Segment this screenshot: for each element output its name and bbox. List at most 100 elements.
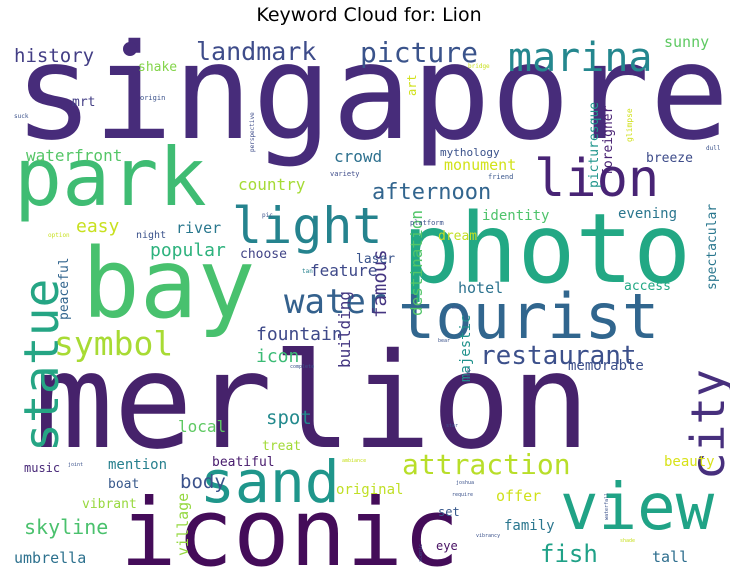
word-breeze: breeze: [646, 151, 693, 166]
word-iconic: iconic: [120, 479, 460, 579]
word-building: building: [335, 291, 354, 368]
word-umbrella: umbrella: [14, 549, 86, 567]
word-spot: spot: [266, 407, 312, 429]
word-joint: joint: [68, 462, 83, 468]
word-family: family: [504, 518, 555, 534]
word-ambiance: ambiance: [342, 458, 366, 464]
word-tan: tan: [302, 268, 313, 275]
word-light: light: [232, 197, 383, 255]
word-origin: origin: [140, 94, 165, 102]
word-peaceful: peaceful: [57, 257, 72, 320]
chart-title: Keyword Cloud for: Lion: [256, 4, 482, 26]
word-identity: identity: [482, 208, 549, 224]
word-pic: pic: [262, 212, 273, 219]
word-scenic: scenic: [418, 544, 424, 562]
word-wan: wan: [452, 305, 461, 311]
word-tall: tall: [652, 548, 688, 566]
word-set: set: [438, 505, 460, 519]
word-bridge: bridge: [468, 63, 490, 70]
word-shake: shake: [138, 60, 177, 75]
word-village: village: [174, 493, 192, 556]
word-attraction: attraction: [402, 448, 571, 481]
word-statue: statue: [14, 279, 70, 452]
word-spectacular: spectacular: [705, 204, 720, 290]
word-tourist: tourist: [398, 280, 659, 353]
word-waterfront: waterfront: [26, 146, 122, 165]
word-country: country: [238, 175, 306, 194]
word-city: city: [681, 369, 730, 480]
word-picturesque: picturesque: [587, 102, 602, 188]
word-treat: treat: [262, 439, 301, 454]
word-beatiful: beatiful: [212, 455, 275, 470]
word-easy: easy: [76, 216, 120, 237]
word-foreigner: foreigner: [601, 105, 616, 176]
word-choose: choose: [240, 247, 287, 262]
word-bay: bay: [82, 228, 255, 340]
word-body: body: [180, 471, 226, 493]
word-waterfall: waterfall: [604, 493, 610, 520]
word-mrt: mrt: [72, 95, 95, 110]
word-landmark: landmark: [196, 37, 316, 66]
word-feature: feature: [310, 261, 377, 280]
word-photo: photo: [402, 193, 691, 305]
word-original: original: [336, 482, 403, 498]
word-mythology: mythology: [440, 146, 500, 159]
word-art: art: [405, 74, 419, 96]
word-evening: evening: [618, 206, 677, 222]
word-variety: variety: [330, 170, 360, 178]
word-crowd: crowd: [334, 147, 382, 166]
word-singapore: singapore: [14, 34, 729, 170]
word-glimpse: glimpse: [625, 108, 634, 142]
word-marina: marina: [508, 35, 653, 81]
word-memorable: memorable: [568, 358, 644, 374]
word-music: music: [24, 461, 60, 475]
word-sunny: sunny: [664, 34, 709, 51]
word-restaurant: restaurant: [480, 341, 637, 371]
word-option: option: [48, 232, 70, 239]
word-boat: boat: [108, 477, 139, 492]
word-shade: shade: [620, 538, 635, 544]
word-snap: snap: [466, 368, 472, 380]
word-local: local: [178, 417, 226, 436]
word-monument: monument: [444, 156, 516, 174]
word-river: river: [176, 219, 221, 237]
word-fountain: fountain: [256, 324, 343, 345]
word-history: history: [14, 45, 94, 67]
word-platform: platform: [410, 219, 444, 227]
word-vibrant: vibrant: [82, 497, 137, 512]
word-star: star: [446, 423, 458, 429]
word-dull: dull: [706, 145, 721, 152]
word-sand: sand: [200, 448, 340, 516]
word-symbol: symbol: [54, 324, 173, 363]
word-icon: icon: [256, 346, 299, 367]
word-picture: picture: [360, 36, 478, 69]
word-perspective: perspective: [249, 112, 256, 152]
word-joshua: joshua: [456, 480, 474, 486]
word-access: access: [624, 279, 671, 294]
word-park: park: [14, 131, 207, 224]
word-vibrancy: vibrancy: [476, 533, 500, 539]
word-friend: friend: [488, 173, 513, 181]
word-fish: fish: [540, 540, 598, 568]
word-famous: famous: [369, 249, 391, 318]
word-mention: mention: [108, 457, 167, 473]
word-offer: offer: [496, 487, 541, 505]
word-bear: bear: [438, 338, 450, 344]
word-water: water: [284, 282, 386, 322]
word-skyline: skyline: [24, 515, 108, 539]
word-merlion: merlion: [34, 325, 590, 479]
word-destination: destination: [407, 210, 426, 316]
word-view: view: [560, 471, 715, 545]
word-popular: popular: [150, 240, 226, 261]
word-dream: dream: [438, 229, 477, 244]
word-laser: laser: [356, 252, 395, 267]
word-afternoon: afternoon: [372, 180, 491, 205]
word-require: require: [452, 492, 473, 498]
word-majestic: majestic: [458, 315, 474, 382]
word-lion: lion: [534, 149, 659, 209]
word-night: night: [136, 230, 166, 241]
word-hotel: hotel: [458, 279, 503, 297]
word-beauty: beauty: [664, 454, 715, 470]
decorative-dot: [123, 42, 137, 56]
